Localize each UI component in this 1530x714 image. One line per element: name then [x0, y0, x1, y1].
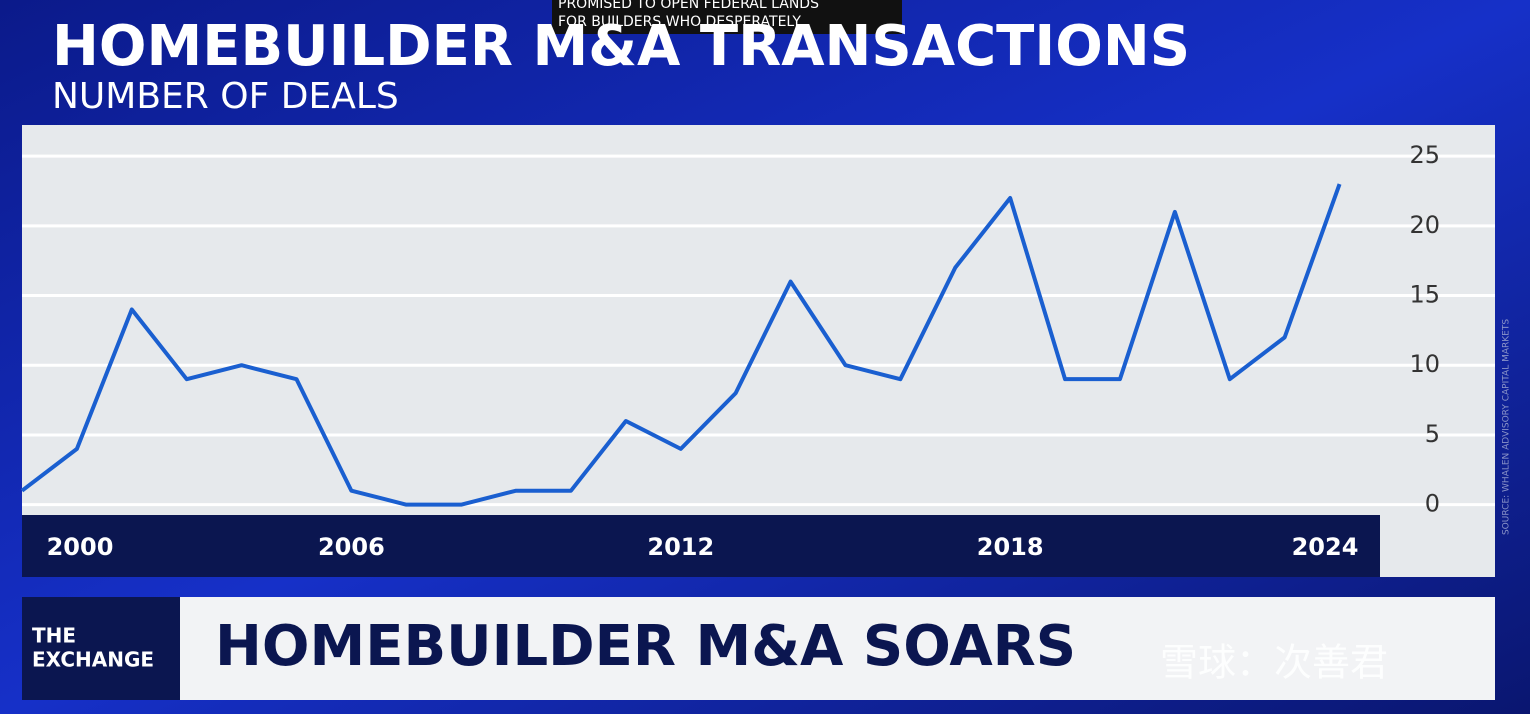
chart-subtitle: NUMBER OF DEALS	[52, 76, 399, 117]
source: SOURCE: WHALEN ADVISORY CAPITAL MARKETS	[1502, 319, 1512, 535]
data-line	[20, 183, 1342, 507]
watermark: 雪球：次善君	[1160, 641, 1388, 685]
headline: HOMEBUILDER M&A SOARS	[215, 614, 1076, 679]
y-tick-label: 10	[1409, 350, 1440, 378]
x-tick-label: 2000	[47, 533, 114, 561]
y-tick-label: 25	[1409, 141, 1440, 169]
caption-box	[552, 0, 902, 34]
plot-panel	[22, 125, 1495, 515]
headline-box	[180, 597, 1495, 700]
plot: 0 5 10 15 20 25 2000 2006 2012 2018 2024	[20, 141, 1495, 561]
y-tick-label: 0	[1425, 490, 1440, 518]
caption: PROMISED TO OPEN FEDERAL LANDS	[558, 0, 819, 12]
x-tick-label: 2024	[1292, 533, 1359, 561]
show-name: THE	[32, 624, 76, 648]
show-logo	[22, 597, 180, 700]
x-tick-label: 2012	[647, 533, 714, 561]
y-tick-label: 15	[1409, 281, 1440, 309]
show-name: EXCHANGE	[32, 648, 154, 672]
chart-title: HOMEBUILDER M&A TRANSACTIONS	[52, 14, 1190, 79]
caption: FOR BUILDERS WHO DESPERATELY	[558, 14, 801, 30]
y-tick-label: 5	[1425, 420, 1440, 448]
y-tick-label: 20	[1409, 211, 1440, 239]
x-tick-label: 2006	[318, 533, 385, 561]
x-tick-label: 2018	[977, 533, 1044, 561]
axis-panel	[1380, 515, 1495, 577]
x-axis-band	[22, 515, 1380, 577]
